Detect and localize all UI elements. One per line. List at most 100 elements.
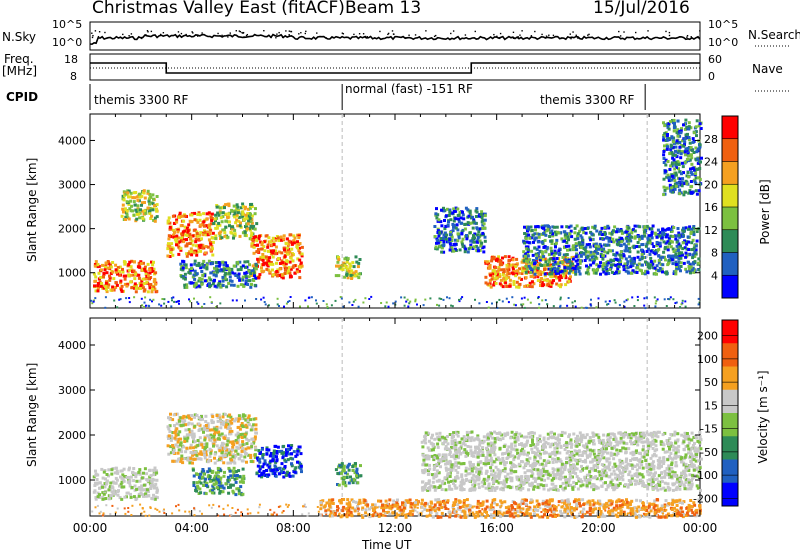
- power-echo-cell: [543, 274, 547, 278]
- power-echo-cell: [194, 237, 198, 241]
- power-echo-cell: [540, 277, 543, 280]
- power-echo-cell: [262, 240, 266, 244]
- power-echo-cell: [579, 246, 583, 249]
- power-echo-cell: [144, 272, 148, 276]
- power-echo-cell: [237, 215, 241, 219]
- power-echo-cell: [195, 232, 199, 235]
- power-echo-cell: [615, 242, 619, 246]
- power-echo-cell: [277, 236, 280, 240]
- power-echo-cell: [216, 268, 220, 272]
- power-echo-cell: [569, 262, 573, 266]
- power-echo-cell: [667, 259, 671, 263]
- power-echo-cell: [670, 186, 674, 190]
- power-echo-cell: [465, 234, 468, 237]
- power-echo-cell: [454, 242, 457, 246]
- power-echo-cell: [550, 252, 554, 256]
- power-echo-cell: [475, 233, 479, 237]
- velocity-echo-cell: [341, 482, 345, 486]
- power-echo-cell: [232, 264, 236, 268]
- power-echo-cell: [673, 141, 676, 145]
- noise-search-dot: [619, 35, 622, 37]
- power-clutter-cell: [626, 298, 629, 301]
- noise-search-dot: [358, 33, 361, 35]
- power-echo-cell: [649, 249, 653, 253]
- power-clutter-cell: [541, 299, 544, 302]
- velocity-echo-cell: [344, 484, 348, 488]
- velocity-echo-cell: [235, 477, 239, 480]
- power-echo-region: [212, 202, 259, 241]
- power-echo-cell: [435, 241, 438, 245]
- power-echo-cell: [672, 140, 676, 144]
- velocity-echo-cell: [249, 459, 253, 463]
- velocity-echo-cell: [290, 462, 293, 466]
- power-echo-cell: [191, 234, 195, 238]
- power-echo-cell: [626, 266, 630, 270]
- power-echo-cell: [499, 261, 503, 265]
- power-echo-cell: [694, 248, 698, 252]
- power-echo-cell: [665, 272, 669, 276]
- noise-search-dot: [196, 35, 199, 37]
- power-echo-cell: [479, 244, 483, 248]
- velocity-echo-cell: [155, 469, 158, 473]
- power-echo-cell: [535, 256, 539, 260]
- velocity-echo-cell: [175, 431, 179, 435]
- velocity-echo-cell: [261, 456, 265, 460]
- velocity-echo-cell: [336, 472, 340, 475]
- power-echo-cell: [456, 207, 460, 211]
- power-echo-cell: [559, 270, 562, 274]
- power-echo-cell: [251, 238, 255, 242]
- power-echo-cell: [526, 254, 530, 258]
- velocity-echo-cell: [667, 464, 671, 468]
- power-echo-cell: [439, 237, 443, 240]
- velocity-echo-cell: [200, 443, 204, 447]
- power-clutter-cell: [152, 298, 155, 301]
- power-echo-cell: [669, 258, 673, 262]
- power-echo-cell: [675, 240, 679, 244]
- power-echo-cell: [571, 270, 575, 274]
- power-echo-cell: [556, 267, 560, 271]
- power-echo-cell: [146, 290, 150, 294]
- power-echo-cell: [197, 261, 201, 265]
- power-clutter-cell: [209, 296, 212, 299]
- power-echo-cell: [636, 235, 640, 239]
- power-echo-cell: [547, 253, 551, 257]
- power-echo-cell: [470, 221, 474, 225]
- power-echo-cell: [568, 269, 572, 273]
- power-echo-cell: [480, 210, 484, 214]
- velocity-echo-cell: [256, 464, 260, 468]
- power-echo-cell: [560, 276, 564, 279]
- power-echo-cell: [681, 241, 685, 245]
- power-echo-cell: [685, 125, 689, 129]
- power-clutter-cell: [584, 306, 587, 309]
- noise-search-dot: [263, 30, 265, 32]
- velocity-echo-cell: [189, 443, 193, 447]
- velocity-echo-cell: [454, 443, 458, 447]
- power-echo-cell: [211, 236, 215, 240]
- power-echo-cell: [576, 267, 580, 271]
- power-echo-cell: [530, 280, 534, 284]
- power-echo-cell: [443, 227, 447, 231]
- power-echo-cell: [501, 256, 504, 260]
- power-clutter-cell: [149, 298, 152, 301]
- power-echo-cell: [478, 227, 482, 231]
- power-clutter-cell: [566, 304, 569, 307]
- power-echo-cell: [246, 222, 250, 226]
- velocity-echo-cell: [231, 489, 235, 493]
- power-echo-cell: [490, 257, 494, 261]
- power-echo-cell: [345, 260, 349, 264]
- velocity-echo-cell: [105, 479, 109, 483]
- velocity-echo-cell: [618, 469, 622, 473]
- velocity-echo-cell: [187, 421, 191, 425]
- power-echo-cell: [476, 240, 480, 244]
- power-echo-cell: [527, 264, 531, 268]
- power-echo-cell: [518, 267, 521, 271]
- velocity-echo-cell: [296, 449, 300, 453]
- velocity-echo-cell: [94, 473, 98, 477]
- velocity-echo-cell: [267, 448, 271, 452]
- noise-search-dot: [281, 36, 284, 39]
- power-echo-cell: [680, 180, 684, 184]
- velocity-echo-cell: [257, 470, 261, 474]
- power-echo-cell: [566, 256, 570, 260]
- power-echo-cell: [653, 259, 657, 263]
- power-echo-cell: [442, 240, 446, 243]
